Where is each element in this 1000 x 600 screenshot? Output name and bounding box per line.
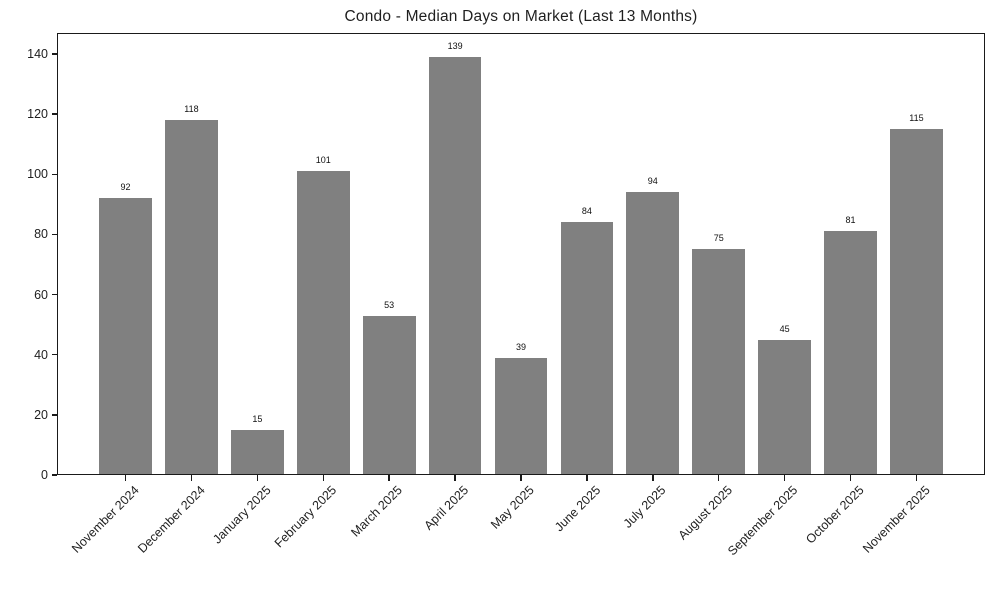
y-tick-mark [51, 474, 57, 476]
bar-december-2024 [165, 120, 218, 475]
x-tick-mark [454, 475, 456, 481]
y-tick-label: 120 [27, 107, 48, 122]
bar-february-2025 [296, 171, 350, 475]
bar-value-label: 115 [909, 113, 924, 124]
bar-value-label: 139 [447, 41, 463, 52]
x-tick-label: March 2025 [348, 483, 406, 540]
bar-august-2025 [692, 249, 746, 475]
bar-july-2025 [626, 192, 680, 475]
x-tick-label: July 2025 [620, 483, 669, 531]
x-tick-mark [915, 475, 918, 481]
y-tick-label: 100 [27, 167, 48, 182]
bar-value-label: 45 [779, 323, 790, 334]
x-tick-label: November 2025 [859, 483, 933, 556]
x-tick-label: June 2025 [551, 483, 603, 535]
y-tick-mark [51, 113, 57, 115]
x-tick-label: December 2024 [134, 483, 208, 556]
x-tick-mark [388, 475, 390, 481]
bar-march-2025 [362, 315, 416, 475]
x-tick-mark [586, 475, 588, 481]
x-tick-label: September 2025 [725, 483, 801, 559]
y-tick-label: 40 [34, 347, 48, 362]
bar-november-2025 [890, 129, 943, 475]
x-tick-mark [322, 475, 325, 481]
bar-value-label: 81 [845, 215, 856, 226]
y-tick-mark [51, 353, 57, 356]
bar-value-label: 101 [315, 155, 331, 166]
bar-november-2024 [99, 198, 152, 475]
bar-september-2025 [758, 339, 811, 475]
x-tick-mark [520, 475, 522, 481]
x-tick-mark [783, 475, 786, 481]
x-tick-label: November 2024 [68, 483, 142, 556]
x-tick-label: August 2025 [675, 483, 735, 543]
y-tick-label: 140 [27, 47, 48, 62]
x-tick-mark [124, 475, 127, 481]
bar-value-label: 84 [581, 206, 592, 217]
bar-value-label: 118 [184, 104, 199, 115]
bar-april-2025 [428, 57, 482, 475]
chart-title: Condo - Median Days on Market (Last 13 M… [344, 8, 698, 25]
bar-june-2025 [560, 222, 614, 475]
y-tick-mark [51, 414, 57, 416]
y-tick-mark [51, 53, 57, 55]
x-tick-mark [256, 475, 259, 481]
bar-value-label: 94 [647, 176, 658, 187]
y-tick-label: 80 [34, 227, 48, 242]
x-tick-label: January 2025 [209, 483, 274, 547]
y-tick-mark [51, 293, 57, 296]
y-tick-mark [51, 233, 57, 236]
x-tick-mark [849, 475, 852, 481]
bar-october-2025 [824, 231, 877, 475]
y-tick-label: 0 [41, 468, 48, 482]
x-tick-mark [652, 475, 654, 481]
x-tick-mark [190, 475, 193, 481]
x-tick-label: May 2025 [488, 483, 537, 532]
y-tick-label: 60 [34, 287, 48, 302]
x-tick-label: April 2025 [421, 483, 471, 533]
bar-value-label: 92 [120, 182, 131, 193]
y-tick-label: 20 [34, 407, 48, 422]
x-tick-label: February 2025 [271, 483, 340, 551]
bar-value-label: 75 [713, 233, 724, 244]
bar-value-label: 15 [252, 413, 263, 424]
bar-may-2025 [494, 357, 548, 475]
bar-value-label: 39 [515, 341, 526, 352]
bar-value-label: 53 [384, 299, 395, 310]
bar-january-2025 [231, 429, 284, 475]
y-tick-mark [51, 173, 57, 176]
x-tick-mark [717, 475, 720, 481]
x-tick-label: October 2025 [802, 483, 867, 547]
